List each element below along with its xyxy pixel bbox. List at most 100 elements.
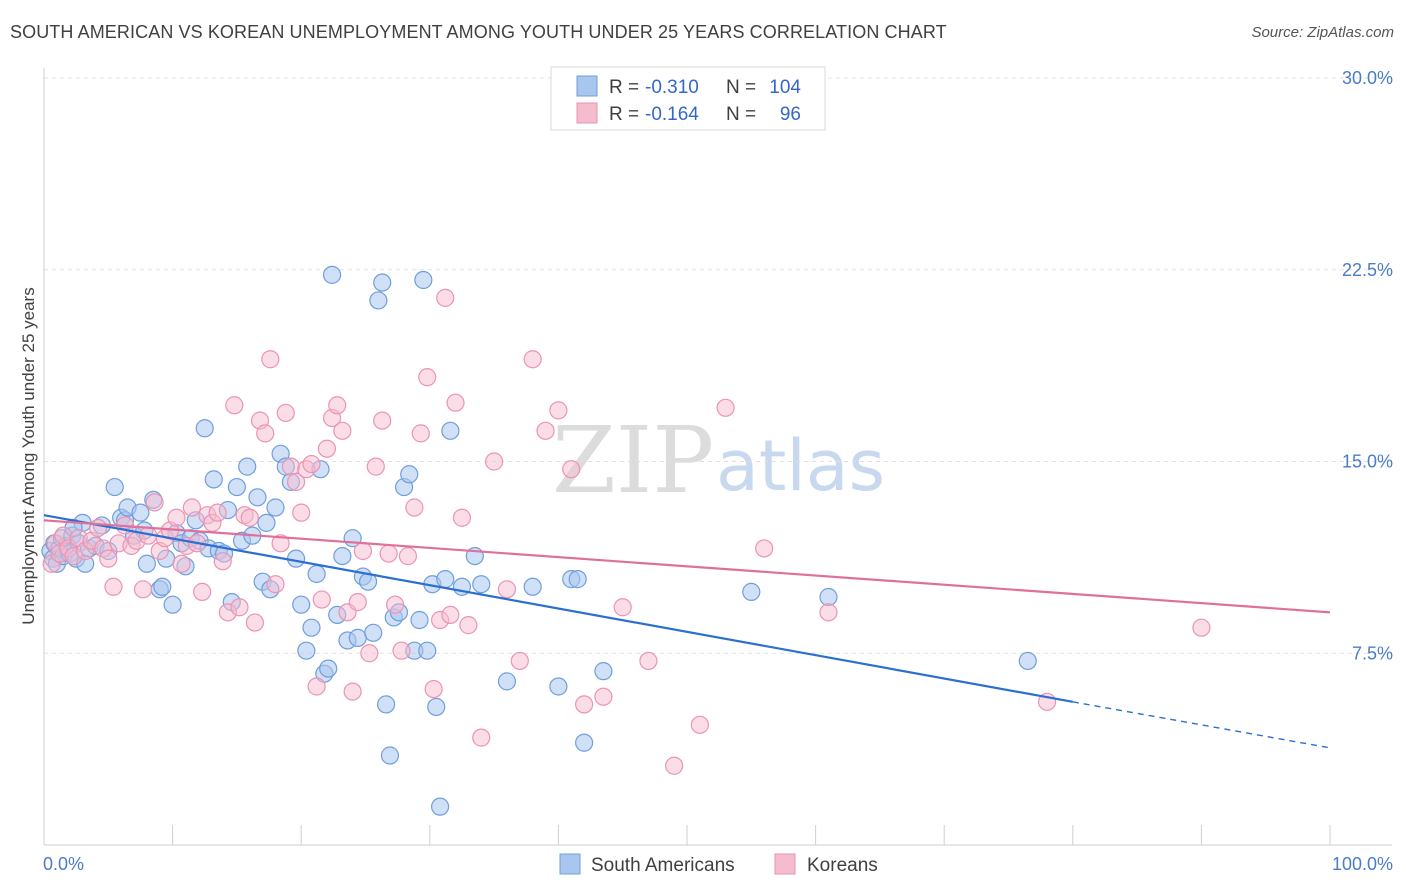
koreans-point-95 bbox=[1192, 618, 1211, 637]
koreans-point-74 bbox=[446, 393, 465, 412]
koreans-point-47 bbox=[292, 503, 311, 522]
south-americans-point-73 bbox=[369, 291, 388, 310]
koreans-point-35 bbox=[230, 598, 249, 617]
koreans-point-32 bbox=[213, 552, 232, 571]
south-americans-point-76 bbox=[380, 746, 400, 765]
south-americans-point-25 bbox=[137, 554, 156, 573]
koreans-point-9 bbox=[88, 518, 108, 538]
tick-labels: 7.5% 15.0% 22.5% 30.0% 0.0% 100.0% bbox=[43, 68, 1393, 874]
south-americans-trend-extension bbox=[1072, 701, 1331, 749]
axes bbox=[43, 68, 1392, 846]
koreans-point-44 bbox=[276, 403, 295, 423]
koreans-point-28 bbox=[193, 582, 212, 601]
south-americans-point-18 bbox=[105, 477, 124, 497]
series-legend-swatch-pink bbox=[774, 853, 796, 875]
koreans-point-61 bbox=[366, 457, 385, 476]
koreans-point-19 bbox=[145, 493, 164, 512]
series-legend-swatch-blue bbox=[559, 853, 581, 875]
legend-n-label-1: N = bbox=[726, 77, 756, 98]
koreans-point-12 bbox=[104, 577, 123, 596]
south-americans-point-56 bbox=[286, 549, 306, 568]
koreans-point-57 bbox=[343, 682, 362, 701]
koreans-point-92 bbox=[755, 539, 774, 558]
south-americans-point-74 bbox=[373, 273, 392, 292]
watermark: ZIP atlas bbox=[552, 407, 885, 514]
south-americans-point-63 bbox=[319, 659, 338, 678]
koreans-point-24 bbox=[172, 554, 191, 573]
koreans-point-26 bbox=[182, 498, 201, 517]
legend-r-label-2: R = bbox=[609, 104, 639, 125]
koreans-point-81 bbox=[523, 350, 542, 369]
south-americans-point-28 bbox=[153, 577, 172, 596]
south-americans-point-98 bbox=[575, 733, 594, 752]
south-americans-point-37 bbox=[195, 419, 214, 438]
chart-title: SOUTH AMERICAN VS KOREAN UNEMPLOYMENT AM… bbox=[10, 22, 947, 42]
koreans-point-64 bbox=[385, 595, 405, 614]
y-tick-label-3: 30.0% bbox=[1342, 68, 1393, 88]
south-americans-trend-line bbox=[43, 514, 1073, 703]
koreans-point-68 bbox=[411, 424, 430, 443]
koreans-points bbox=[42, 288, 1211, 775]
koreans-point-91 bbox=[716, 398, 735, 417]
legend-r-value-1: -0.310 bbox=[645, 77, 699, 98]
south-americans-point-97 bbox=[568, 570, 587, 589]
trend-lines bbox=[43, 514, 1331, 749]
south-americans-point-80 bbox=[400, 465, 419, 484]
koreans-point-86 bbox=[594, 687, 613, 706]
south-americans-point-101 bbox=[819, 587, 838, 607]
koreans-point-23 bbox=[167, 508, 186, 527]
legend-r-label-1: R = bbox=[609, 77, 639, 98]
legend-n-value-1: 104 bbox=[769, 77, 801, 98]
koreans-point-78 bbox=[485, 452, 504, 471]
koreans-point-80 bbox=[510, 651, 529, 671]
south-americans-point-95 bbox=[549, 677, 568, 696]
watermark-zip: ZIP bbox=[552, 407, 714, 514]
koreans-point-45 bbox=[281, 457, 301, 476]
koreans-point-31 bbox=[208, 503, 227, 522]
koreans-point-75 bbox=[452, 508, 472, 527]
watermark-atlas: atlas bbox=[716, 425, 885, 507]
legend-n-label-2: N = bbox=[726, 104, 756, 125]
series-legend-koreans: Koreans bbox=[807, 855, 878, 876]
koreans-point-37 bbox=[240, 508, 259, 527]
chart-source: Source: ZipAtlas.com bbox=[1251, 24, 1394, 41]
koreans-point-73 bbox=[441, 605, 460, 625]
koreans-point-66 bbox=[398, 546, 418, 566]
south-americans-point-87 bbox=[430, 797, 450, 816]
south-americans-point-86 bbox=[427, 697, 446, 717]
south-americans-point-57 bbox=[292, 595, 311, 614]
legend-swatch-pink bbox=[576, 102, 598, 124]
south-americans-point-30 bbox=[163, 595, 182, 614]
south-americans-point-69 bbox=[348, 628, 367, 648]
koreans-point-93 bbox=[819, 603, 838, 622]
y-tick-label-2: 22.5% bbox=[1342, 260, 1393, 280]
koreans-point-90 bbox=[690, 715, 709, 734]
south-americans-point-72 bbox=[364, 623, 383, 642]
koreans-point-70 bbox=[424, 679, 443, 699]
koreans-point-11 bbox=[99, 549, 118, 568]
koreans-point-82 bbox=[536, 421, 555, 440]
koreans-point-83 bbox=[549, 401, 568, 420]
koreans-point-58 bbox=[348, 593, 367, 612]
series-legend: South Americans Koreans bbox=[559, 853, 878, 876]
y-axis-label: Unemployment Among Youth under 25 years bbox=[19, 287, 38, 624]
koreans-point-84 bbox=[562, 460, 581, 479]
koreans-point-42 bbox=[266, 575, 285, 594]
south-americans-point-23 bbox=[131, 503, 150, 522]
koreans-point-67 bbox=[405, 498, 424, 517]
south-americans-point-102 bbox=[1018, 651, 1037, 671]
koreans-point-17 bbox=[133, 580, 153, 599]
koreans-point-40 bbox=[256, 424, 275, 443]
legend-n-value-2: 96 bbox=[780, 104, 801, 125]
koreans-point-89 bbox=[665, 756, 684, 775]
south-americans-point-64 bbox=[322, 265, 342, 284]
series-legend-south-americans: South Americans bbox=[591, 855, 735, 876]
south-americans-point-46 bbox=[238, 457, 257, 476]
koreans-point-41 bbox=[261, 350, 280, 369]
koreans-point-62 bbox=[373, 411, 392, 430]
south-americans-point-44 bbox=[227, 477, 246, 497]
x-tick-label-1: 100.0% bbox=[1332, 854, 1393, 874]
south-americans-point-83 bbox=[414, 270, 433, 290]
correlation-legend: R = -0.310 N = 104 R = -0.164 N = 96 bbox=[550, 66, 826, 131]
y-tick-label-1: 15.0% bbox=[1342, 452, 1393, 472]
